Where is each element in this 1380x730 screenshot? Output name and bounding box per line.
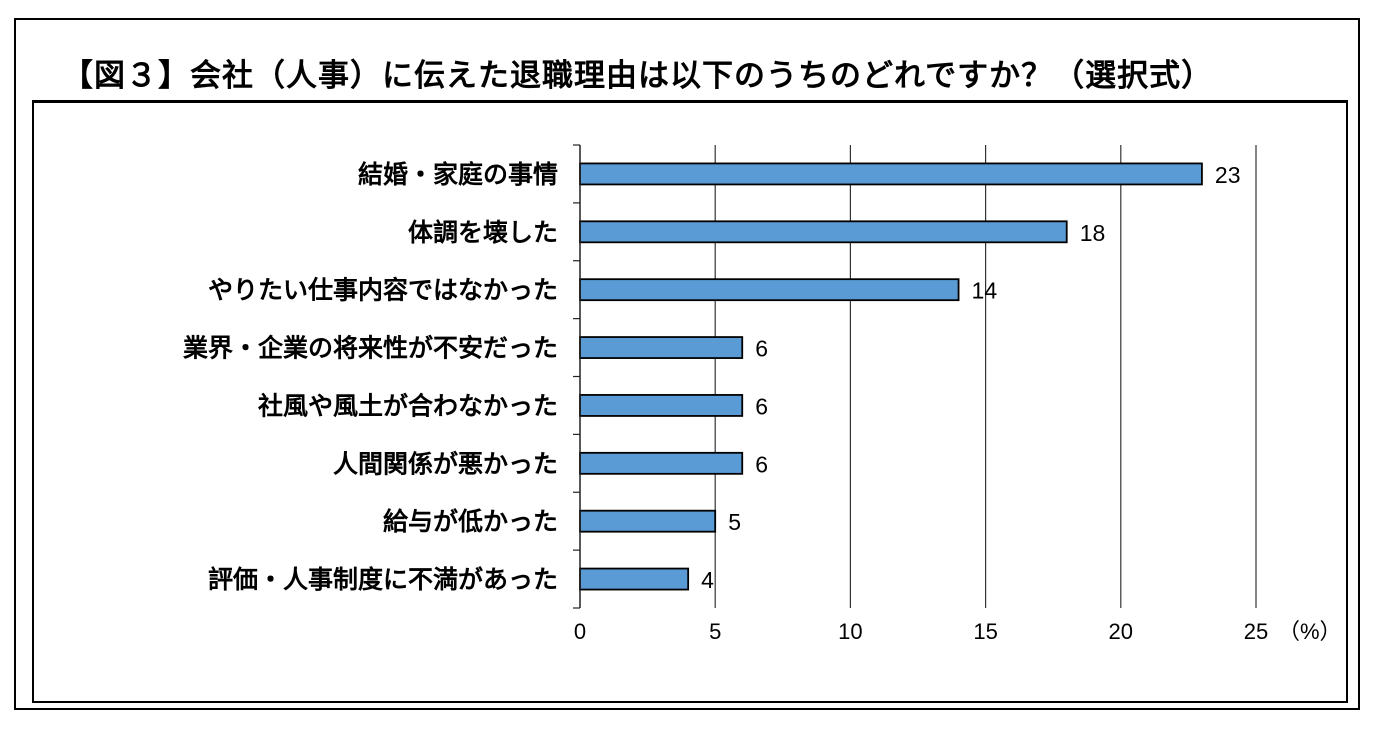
category-label: 評価・人事制度に不満があった <box>208 565 558 594</box>
category-label: 社風や風土が合わなかった <box>258 391 558 420</box>
bar <box>579 509 717 533</box>
axes <box>573 144 581 609</box>
value-label: 14 <box>972 278 998 304</box>
bar <box>579 278 960 302</box>
x-tick-label: 0 <box>574 619 586 644</box>
x-tick-label: 25 <box>1244 619 1268 644</box>
value-label: 6 <box>755 336 768 362</box>
x-tick-label: 10 <box>838 619 862 644</box>
value-label: 23 <box>1215 162 1241 188</box>
bar <box>579 567 690 591</box>
bars <box>579 162 1203 591</box>
category-label: 給与が低かった <box>383 507 558 536</box>
category-label: 業界・企業の将来性が不安だった <box>183 334 558 363</box>
bar <box>579 336 744 359</box>
x-tick-label: 20 <box>1109 619 1133 644</box>
value-label: 5 <box>728 509 741 535</box>
figure-frame <box>14 18 1360 710</box>
chart-title: 【図３】会社（人事）に伝えた退職理由は以下のうちのどれですか？（選択式） <box>62 58 1214 94</box>
x-unit-label: （%） <box>1278 619 1342 644</box>
bar <box>579 220 1068 244</box>
labels: 0 5 10 15 20 25 （%） 結婚・家庭の事情 23 体調を壊した 18 やりたい仕事内容で… <box>183 160 1342 644</box>
value-label: 18 <box>1080 220 1106 246</box>
category-label: やりたい仕事内容ではなかった <box>208 276 558 305</box>
category-label: 結婚・家庭の事情 <box>358 160 558 189</box>
value-label: 4 <box>701 567 714 593</box>
x-tick-label: 5 <box>709 619 721 644</box>
value-label: 6 <box>755 393 768 419</box>
bar <box>579 451 744 475</box>
x-tick-label: 15 <box>973 619 997 644</box>
chart-frame <box>32 100 1348 703</box>
gridlines <box>714 145 1257 608</box>
bar <box>579 162 1203 186</box>
bar <box>579 394 744 417</box>
category-label: 体調を壊した <box>408 218 558 247</box>
value-label: 6 <box>755 451 768 477</box>
category-label: 人間関係が悪かった <box>333 449 558 478</box>
